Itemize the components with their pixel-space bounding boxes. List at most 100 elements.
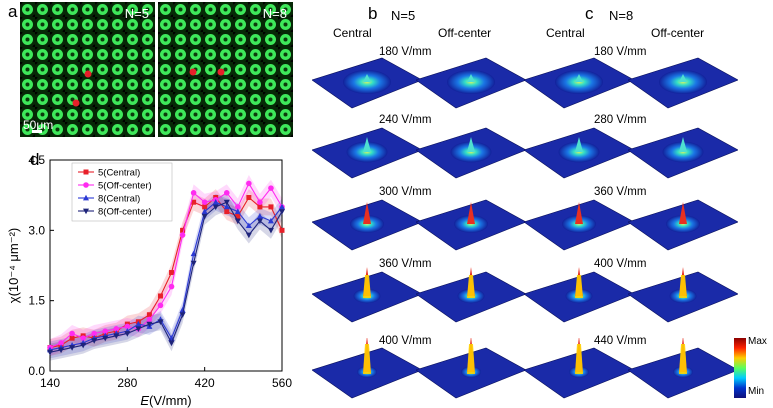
surface-plot — [416, 267, 526, 323]
data-point — [83, 194, 89, 201]
plot-frame — [49, 159, 283, 372]
panel-b-letter: b — [368, 4, 378, 23]
data-point — [58, 340, 64, 346]
data-point — [102, 335, 109, 342]
data-point — [224, 209, 230, 215]
field-label: 360 V/mm — [594, 186, 647, 198]
surface-plot — [628, 267, 738, 323]
data-point — [113, 326, 120, 332]
data-point — [212, 204, 219, 211]
data-point — [257, 204, 263, 210]
surface-plot — [416, 127, 526, 179]
panel-c-letter: c — [585, 4, 594, 23]
marker-dot — [84, 70, 92, 78]
y-tick-label: 1.5 — [28, 294, 45, 308]
surface-plot — [524, 199, 634, 251]
surface-plot — [524, 57, 634, 109]
data-point — [234, 218, 241, 225]
panel-d-letter: d — [30, 150, 40, 169]
data-point — [279, 209, 285, 215]
field-label: 240 V/mm — [379, 114, 432, 126]
data-point — [80, 335, 86, 341]
error-band — [50, 193, 282, 361]
marker-dot — [72, 99, 80, 107]
data-point — [180, 227, 186, 233]
data-point — [201, 208, 208, 214]
data-point — [201, 213, 208, 220]
data-point — [169, 270, 175, 276]
data-point — [179, 232, 186, 238]
col-head-central-c: Central — [546, 26, 585, 40]
micrograph-n5: N=5 50μm — [20, 2, 155, 137]
field-label: 400 V/mm — [379, 335, 432, 347]
data-point — [146, 321, 153, 328]
cell-pattern-n5 — [20, 2, 155, 137]
data-point — [69, 330, 75, 337]
data-point — [69, 345, 76, 351]
panel-a-letter: a — [8, 2, 18, 21]
data-point — [202, 204, 208, 210]
colorbar-max-label: Max — [748, 336, 767, 347]
field-label: 440 V/mm — [594, 335, 647, 347]
data-point — [83, 208, 89, 215]
error-band — [50, 193, 282, 359]
surface-plot — [628, 57, 738, 109]
surface-plot — [416, 338, 526, 399]
field-label: 280 V/mm — [594, 114, 647, 126]
legend-label: 8(Central) — [98, 194, 140, 205]
legend-label: 5(Off-center) — [98, 181, 152, 192]
micrograph-label: N=8 — [262, 6, 287, 21]
surface-plot — [416, 57, 526, 109]
data-point — [124, 331, 131, 337]
scale-bar — [32, 130, 42, 133]
data-point — [212, 199, 219, 205]
data-point — [102, 328, 109, 334]
data-point — [157, 302, 164, 309]
data-point — [83, 169, 89, 175]
data-point — [135, 320, 142, 327]
legend-label: 8(Off-center) — [98, 207, 152, 218]
surface-plot — [524, 338, 634, 399]
surface-plot — [628, 127, 738, 179]
data-point — [268, 185, 274, 191]
legend-label: 5(Central) — [98, 168, 140, 179]
data-point — [168, 340, 175, 347]
x-tick-label: 140 — [40, 376, 60, 390]
surface-plot — [312, 267, 422, 323]
surface-plot — [312, 57, 422, 109]
surface-plot — [312, 338, 422, 399]
data-point — [157, 293, 163, 299]
surface-plot — [416, 199, 526, 251]
data-point — [124, 323, 131, 330]
marker-dot — [189, 68, 197, 76]
data-point — [191, 199, 197, 205]
cell-pattern-n8 — [158, 2, 293, 137]
data-point — [157, 319, 164, 325]
data-point — [179, 306, 186, 313]
series-line — [49, 201, 283, 353]
data-point — [146, 312, 152, 318]
surface-plot — [524, 267, 634, 323]
field-label: 360 V/mm — [379, 258, 432, 270]
colorbar-min-label: Min — [748, 386, 765, 397]
surface-plot — [628, 199, 738, 251]
y-tick-label: 3.0 — [28, 223, 45, 237]
data-point — [246, 180, 252, 187]
data-point — [268, 204, 274, 210]
data-point — [245, 232, 252, 239]
data-point — [235, 204, 241, 210]
data-point — [190, 190, 197, 196]
x-tick-label: 420 — [195, 376, 215, 390]
data-point — [135, 326, 142, 332]
data-point — [69, 335, 75, 341]
data-point — [267, 217, 274, 224]
data-point — [223, 199, 230, 206]
x-tick-label: 280 — [117, 376, 137, 390]
data-point — [91, 330, 97, 337]
y-tick-label: 4.5 — [28, 153, 45, 167]
col-head-offcenter-b: Off-center — [438, 26, 492, 40]
series-line — [49, 182, 283, 349]
x-tick-label: 560 — [272, 376, 292, 390]
field-label: 180 V/mm — [379, 46, 432, 58]
data-point — [279, 227, 285, 233]
